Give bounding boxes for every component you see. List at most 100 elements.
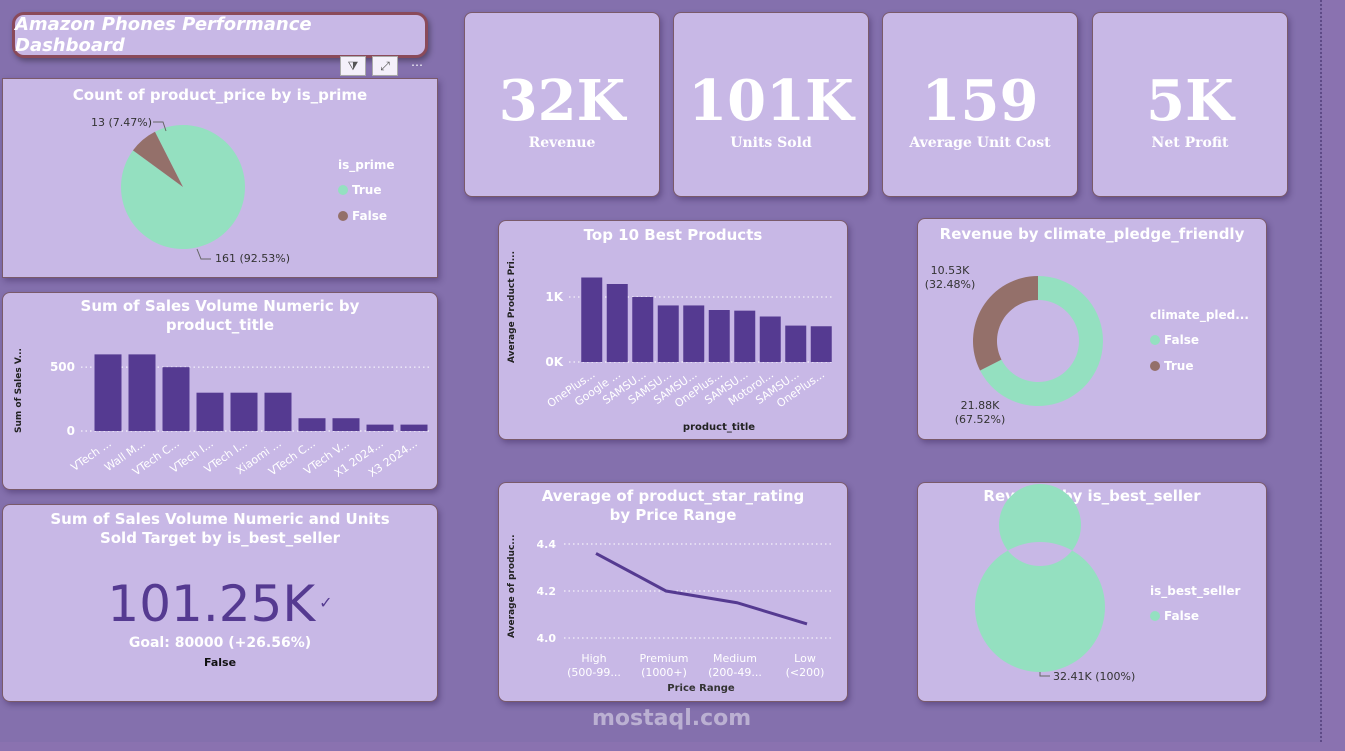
star-rating-line-chart: 4.0 4.2 4.4 High(500-99... Premium(1000+) Med… [507, 534, 834, 694]
bar [94, 354, 122, 431]
filter-icon[interactable]: ⧩ [340, 56, 366, 76]
more-options-icon[interactable]: ⋯ [411, 58, 423, 72]
kpi-value: 159 [921, 68, 1039, 134]
kpi-average-unit-cost: 159 Average Unit Cost [882, 12, 1078, 197]
kpi-value: 32K [498, 68, 626, 134]
data-label: (32.48%) [925, 278, 976, 291]
y-tick-label: 4.2 [537, 585, 557, 598]
y-tick-label: 4.0 [537, 632, 557, 645]
chart-title: Revenue by climate_pledge_friendly [939, 225, 1245, 243]
kpi-value: 101.25K [107, 575, 316, 633]
slice-true [973, 276, 1038, 371]
legend-item: False [1164, 333, 1199, 347]
prime-pie-chart: is_prime True False 13 (7.47%) 161 (92.53%) [91, 116, 395, 265]
leader-line [196, 248, 211, 260]
series-line [595, 552, 808, 626]
leader-line [153, 121, 167, 132]
x-tick-label: (1000+) [641, 666, 687, 679]
bar [332, 418, 360, 431]
bar [581, 277, 603, 362]
kpi-net-profit: 5K Net Profit [1092, 12, 1288, 197]
data-label: 13 (7.47%) [91, 116, 152, 129]
chart-title: Count of product_price by is_prime [72, 86, 368, 104]
kpi-value-row: 101.25K ✓ [3, 575, 437, 633]
kpi-revenue: 32K Revenue [464, 12, 660, 197]
sales-volume-card: Sum of Sales Volume Numeric by product_t… [2, 292, 438, 490]
bar [632, 297, 654, 362]
x-tick-label: High [581, 652, 606, 665]
bar [264, 392, 292, 431]
checkmark-icon: ✓ [319, 593, 333, 612]
kpi-label: Net Profit [1151, 135, 1229, 151]
legend-item: True [1164, 359, 1193, 373]
climate-pledge-card: Revenue by climate_pledge_friendly clima… [917, 218, 1267, 440]
legend-item: False [1164, 609, 1199, 623]
x-tick-label: Low [794, 652, 816, 665]
data-label: 32.41K (100%) [1053, 670, 1135, 683]
best-seller-donut-chart: is_best_seller False 32.41K (100%) [974, 484, 1241, 683]
x-axis-label: Price Range [667, 683, 735, 694]
legend-title: is_prime [338, 158, 395, 173]
chart-title: Sum of Sales Volume Numeric by product_t… [80, 297, 360, 334]
y-axis-label: Average of produc... [507, 534, 517, 638]
bar [759, 316, 781, 362]
bar [810, 326, 832, 362]
legend-title: climate_pled... [1150, 308, 1249, 323]
bar [606, 284, 628, 362]
y-axis-label: Average Product Pri... [507, 251, 517, 363]
x-tick-label: Medium [713, 652, 757, 665]
legend-marker [338, 211, 348, 221]
chart-title: Average of product_star_rating by Price … [541, 487, 805, 524]
x-tick-label: (<200) [786, 666, 825, 679]
top-products-card: Top 10 Best Products 0K 1K OnePlus... Googl… [498, 220, 848, 440]
y-tick-label: 0K [545, 355, 563, 369]
x-tick-label: Premium [640, 652, 689, 665]
kpi-category: False [203, 656, 237, 669]
x-tick-label: (200-49... [708, 666, 762, 679]
bar [708, 310, 730, 362]
data-label: 10.53K [931, 264, 970, 277]
watermark: mostaql.com [592, 706, 752, 731]
slice-false [980, 276, 1103, 406]
slice-false [132, 131, 183, 187]
legend-item: False [352, 209, 387, 223]
bar [298, 418, 326, 431]
kpi-value: 101K [688, 68, 854, 134]
y-tick-label: 4.4 [537, 538, 557, 551]
kpi-label: Average Unit Cost [909, 135, 1051, 151]
chart-title: Top 10 Best Products [583, 226, 763, 244]
legend-item: True [352, 183, 381, 197]
legend-marker [1150, 335, 1160, 345]
y-tick-label: 1K [545, 290, 563, 304]
bar [196, 392, 224, 431]
bar [162, 367, 190, 431]
slice-false [974, 484, 1105, 672]
focus-mode-icon[interactable]: ⤢ [372, 56, 398, 76]
kpi-value: 5K [1146, 68, 1234, 134]
bar [657, 305, 679, 362]
data-label: (67.52%) [955, 413, 1006, 426]
prime-pie-card: Count of product_price by is_prime is_pr… [2, 78, 438, 278]
y-tick-label: 500 [50, 360, 75, 374]
legend-title: is_best_seller [1150, 584, 1241, 599]
climate-donut-chart: climate_pled... False True 10.53K(32.48%) 21… [925, 264, 1249, 426]
units-target-card: Sum of Sales Volume Numeric and Units So… [2, 504, 438, 702]
x-axis-label: product_title [683, 422, 755, 433]
bar [785, 325, 807, 362]
kpi-goal: Goal: 80000 (+26.56%) [128, 635, 312, 651]
kpi-label: Units Sold [730, 135, 812, 151]
best-seller-card: Revenue by is_best_seller is_best_seller… [917, 482, 1267, 702]
dashboard-title: Amazon Phones Performance Dashboard [12, 12, 428, 58]
bar [230, 392, 258, 431]
kpi-label: Revenue [528, 135, 596, 151]
legend-marker [338, 185, 348, 195]
bar [400, 424, 428, 431]
bar [128, 354, 156, 431]
x-tick-label: (500-99... [567, 666, 621, 679]
data-label: 161 (92.53%) [215, 252, 290, 265]
y-tick-label: 0 [67, 424, 75, 438]
leader-line [1039, 672, 1050, 677]
chart-title: Sum of Sales Volume Numeric and Units So… [50, 510, 390, 547]
